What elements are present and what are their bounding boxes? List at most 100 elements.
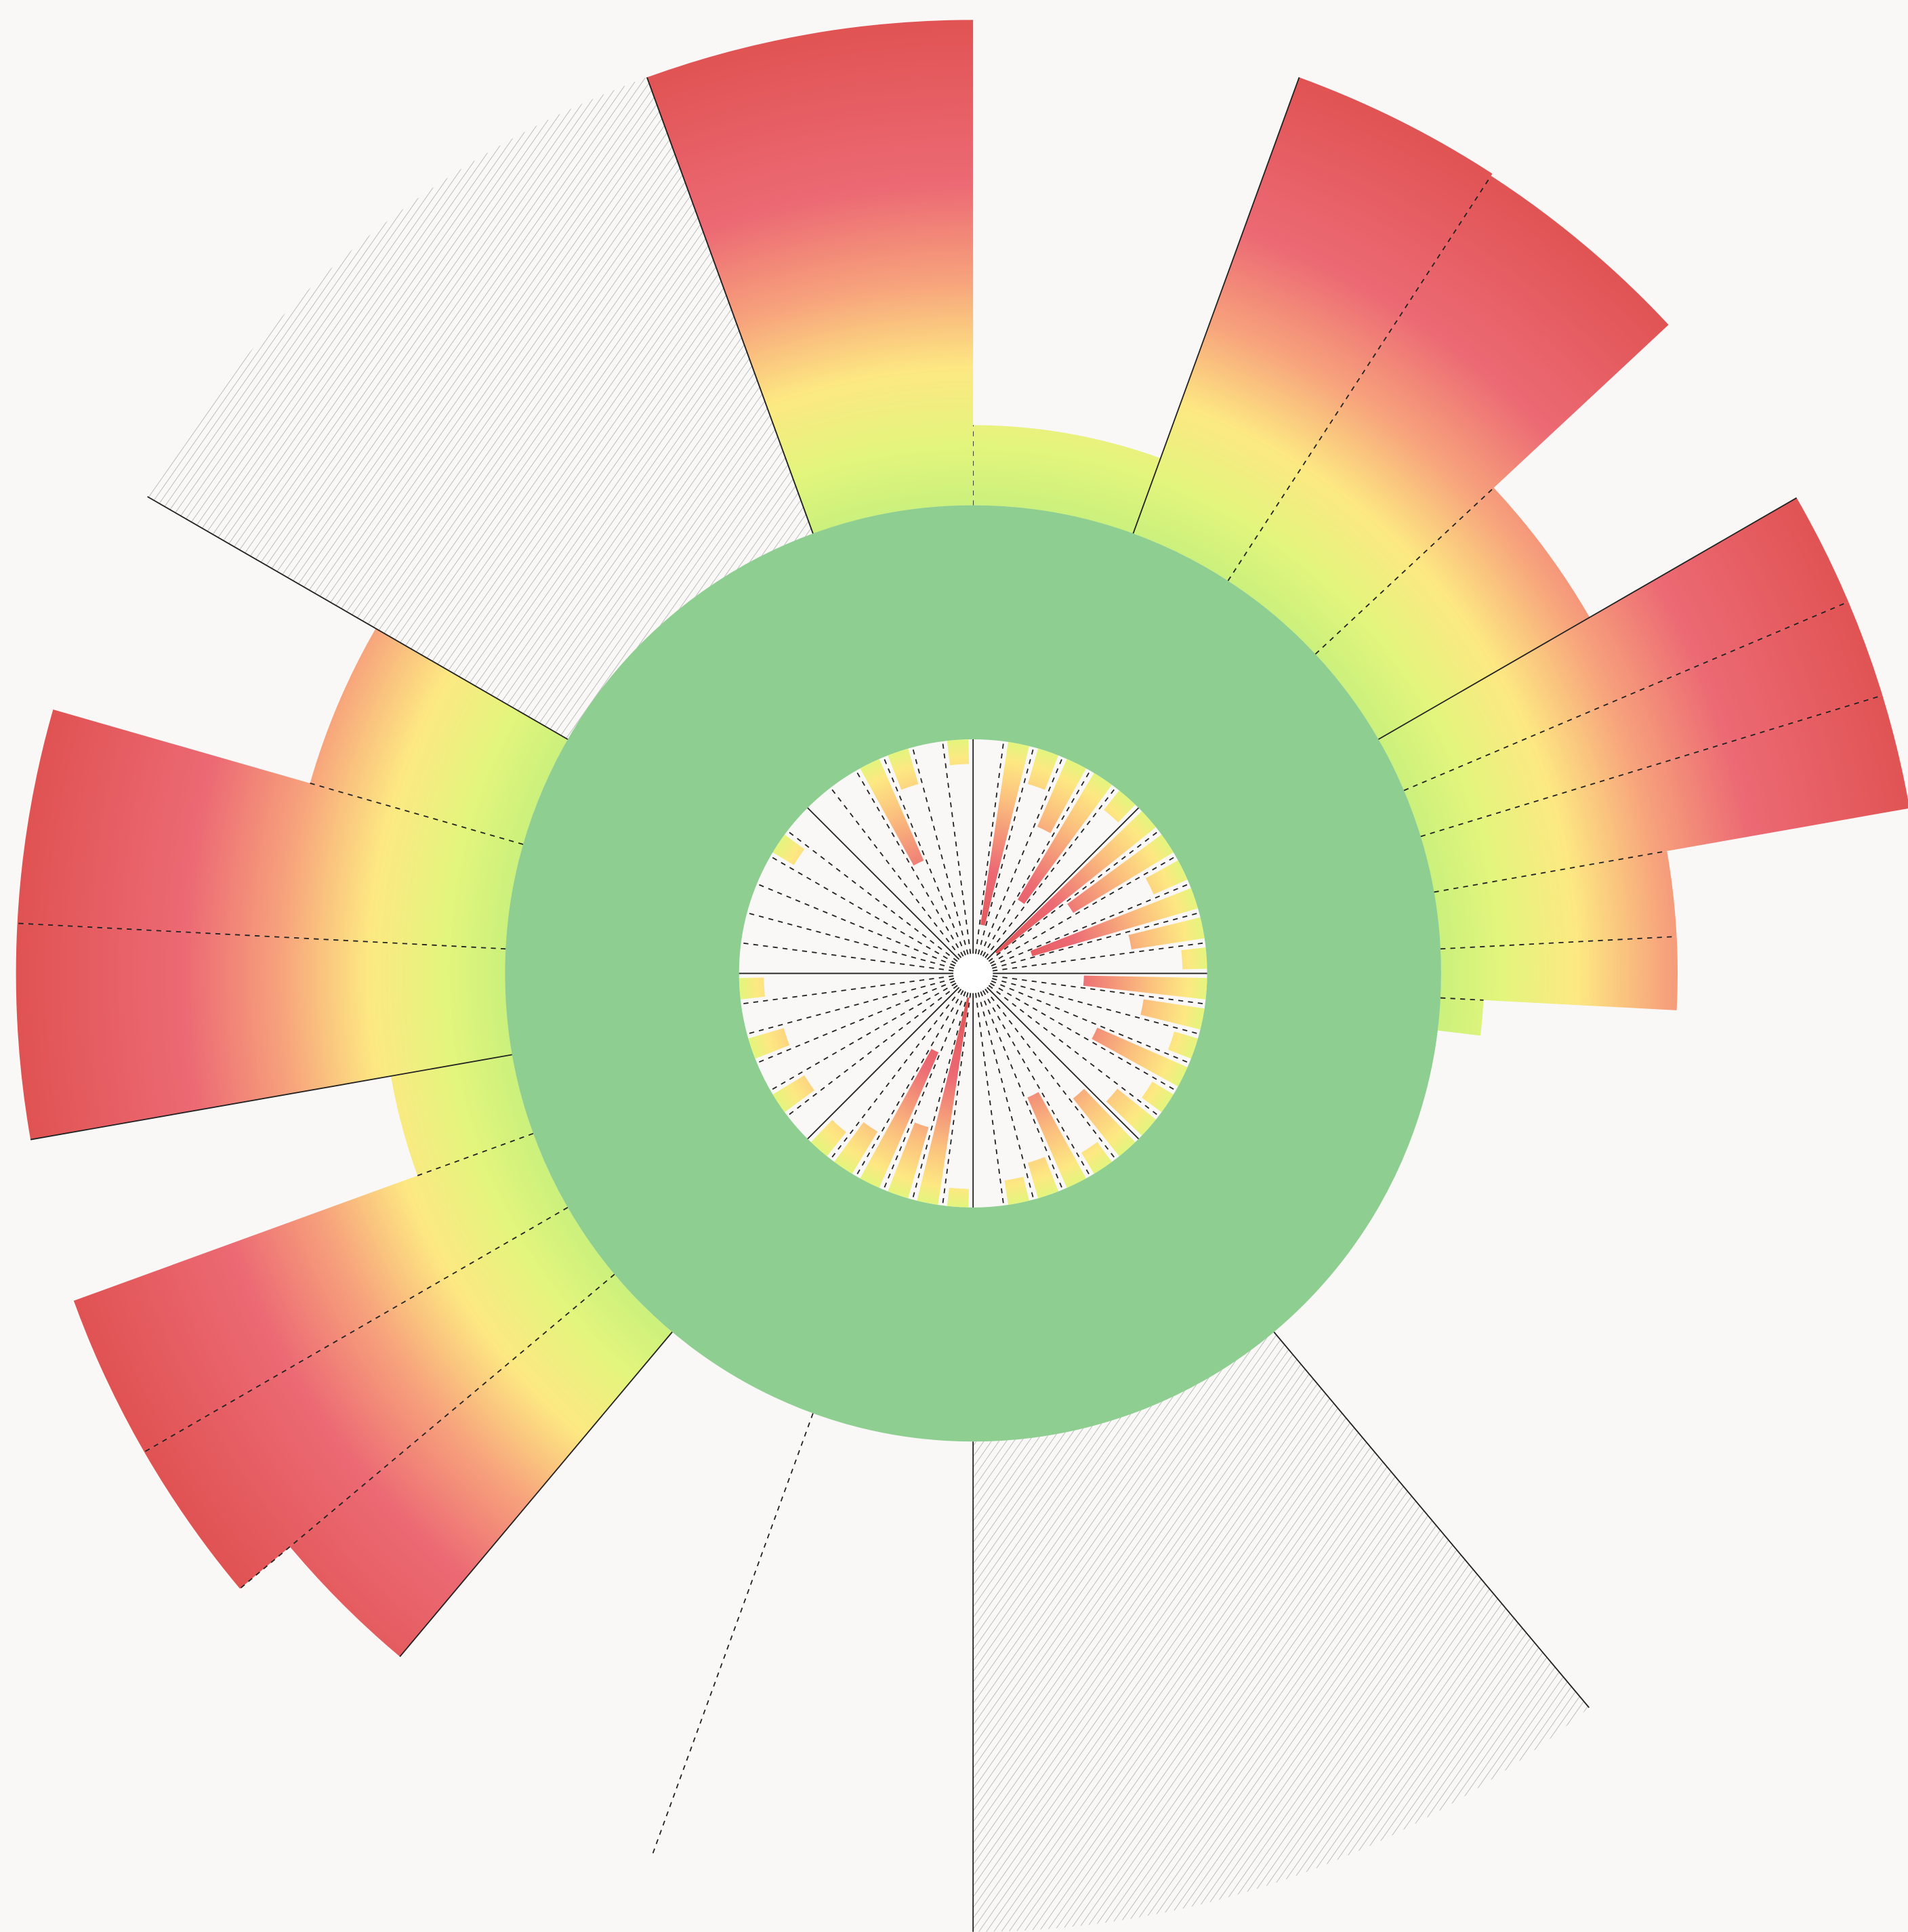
sector <box>17 710 524 949</box>
sector-edge <box>1434 850 1667 893</box>
inner-bar <box>860 758 924 866</box>
inner-bar <box>1128 917 1205 949</box>
inner-bar <box>1073 1088 1136 1157</box>
inner-divider <box>911 992 969 1200</box>
sector-edge <box>1132 77 1300 534</box>
inner-bars <box>739 739 1207 1208</box>
inner-bar <box>739 977 766 1000</box>
sector <box>1420 695 1908 892</box>
sector <box>1437 998 1484 1036</box>
sector-edge <box>1227 175 1492 581</box>
inner-bar <box>748 1028 790 1059</box>
inner-divider <box>984 988 1117 1159</box>
sector-edge <box>652 1413 814 1854</box>
inner-bar <box>1004 1176 1030 1205</box>
inner-divider <box>980 756 1064 955</box>
inner-divider <box>980 991 1064 1190</box>
inner-bar <box>810 1119 846 1157</box>
inner-divider <box>747 912 955 969</box>
sector <box>1315 487 1590 739</box>
sector-edge <box>1314 487 1495 655</box>
inner-bar <box>772 1075 814 1113</box>
inner-bar <box>1067 834 1174 913</box>
inner-bar <box>1142 1082 1174 1113</box>
sector <box>1378 497 1849 791</box>
inner-bar <box>834 1122 878 1174</box>
inner-divider <box>756 883 955 967</box>
inner-divider <box>984 787 1117 958</box>
inner-bar <box>888 1122 929 1199</box>
inner-divider <box>942 993 972 1206</box>
inner-divider <box>982 990 1091 1176</box>
inner-divider <box>982 770 1091 957</box>
inner-bar <box>1037 758 1086 834</box>
center-ring <box>505 505 1441 1442</box>
inner-divider <box>977 992 1035 1200</box>
inner-divider <box>975 993 1005 1206</box>
inner-divider <box>992 978 1200 1035</box>
sector-edge <box>144 1207 568 1453</box>
inner-divider <box>987 807 1140 960</box>
outer-sectors <box>16 20 1908 1932</box>
inner-bar <box>1027 748 1059 790</box>
sector-edge <box>1377 497 1798 740</box>
inner-divider <box>883 756 966 955</box>
inner-bar <box>1145 860 1188 895</box>
sector <box>1228 176 1669 655</box>
inner-divider <box>991 883 1190 967</box>
sector <box>646 20 974 534</box>
inner-divider <box>787 830 958 962</box>
sector <box>289 1274 673 1657</box>
inner-bar <box>947 1187 969 1208</box>
inner-divider <box>987 987 1140 1140</box>
sector <box>1404 602 1883 837</box>
inner-divider <box>988 830 1159 962</box>
sector <box>1133 77 1493 581</box>
inner-divider <box>855 990 964 1176</box>
inner-divider <box>992 975 1205 1005</box>
sector <box>390 1054 534 1176</box>
inner-bar <box>995 811 1157 955</box>
inner-divider <box>975 741 1005 954</box>
inner-bar <box>888 748 919 790</box>
inner-divider <box>988 985 1159 1117</box>
sector-edge <box>417 1132 534 1176</box>
sector-edge <box>30 1054 513 1140</box>
inner-bar <box>1083 975 1207 1000</box>
inner-bar <box>947 739 970 766</box>
inner-bar <box>1081 1142 1113 1174</box>
inner-divider <box>741 942 954 972</box>
inner-divider <box>830 988 962 1159</box>
inner-bar <box>1027 1157 1059 1199</box>
inner-divider <box>807 807 960 960</box>
inner-divider <box>989 983 1176 1091</box>
sector <box>147 77 813 739</box>
sector-edge <box>147 496 568 740</box>
inner-bar <box>772 834 805 865</box>
inner-bar <box>1106 1088 1157 1136</box>
inner-divider <box>989 855 1176 964</box>
sector <box>16 923 512 1140</box>
inner-bar <box>1167 1031 1198 1059</box>
inner-divider <box>855 770 964 957</box>
inner-divider <box>787 985 958 1117</box>
inner-bar <box>980 741 1030 926</box>
inner-bar <box>917 997 970 1205</box>
inner-divider <box>942 741 972 954</box>
inner-bar <box>1104 790 1136 823</box>
sector-edge <box>239 1273 615 1590</box>
inner-bar <box>1181 947 1207 970</box>
sector-edge <box>1420 695 1883 838</box>
inner-bar <box>1017 773 1113 904</box>
inner-divider <box>883 991 966 1190</box>
inner-divider <box>991 980 1190 1064</box>
inner-divider <box>756 980 955 1064</box>
sector <box>73 1133 568 1452</box>
inner-bar <box>1027 1092 1086 1188</box>
sector-edge <box>646 77 814 534</box>
sector-edge <box>17 922 506 950</box>
sector <box>1440 936 1678 1010</box>
inner-divider <box>770 855 957 964</box>
inner-bar <box>1092 1027 1188 1087</box>
